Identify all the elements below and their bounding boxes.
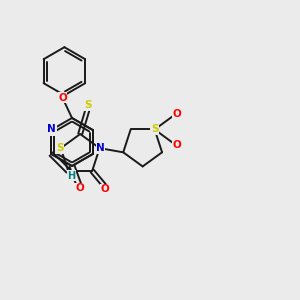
Text: H: H bbox=[67, 171, 75, 181]
Text: O: O bbox=[101, 184, 110, 194]
Text: S: S bbox=[85, 100, 92, 110]
Text: S: S bbox=[151, 124, 158, 134]
Text: N: N bbox=[96, 143, 105, 153]
Text: O: O bbox=[172, 140, 181, 150]
Text: O: O bbox=[172, 109, 181, 119]
Text: O: O bbox=[58, 93, 67, 103]
Text: N: N bbox=[48, 125, 57, 135]
Text: N: N bbox=[47, 124, 56, 134]
Text: S: S bbox=[56, 143, 64, 153]
Text: O: O bbox=[75, 183, 84, 193]
